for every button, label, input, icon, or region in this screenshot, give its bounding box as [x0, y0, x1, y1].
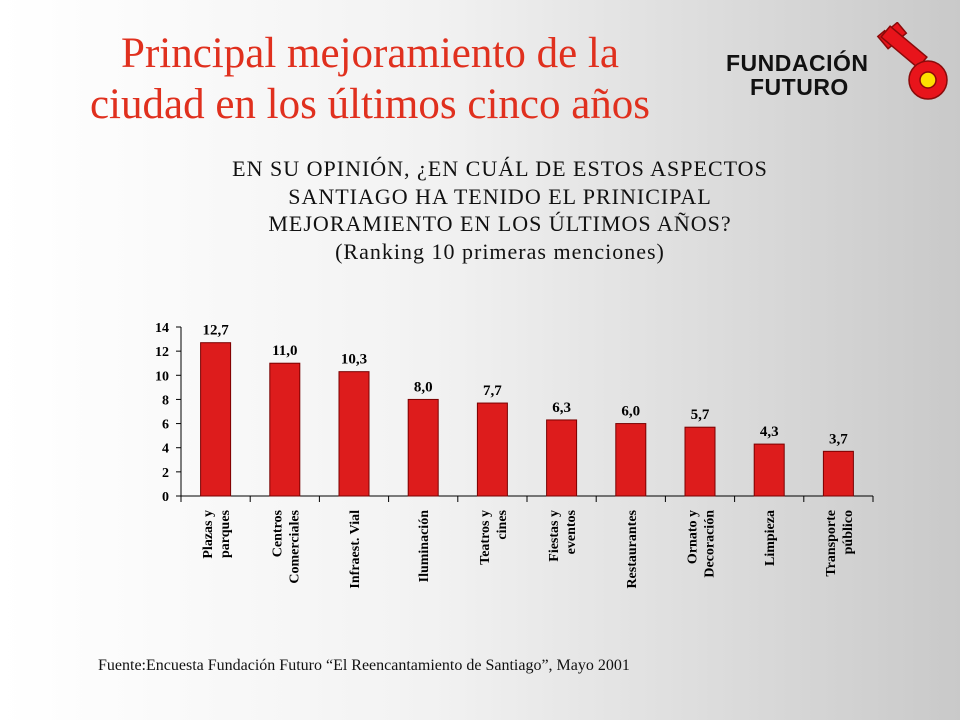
- data-label: 12,7: [202, 323, 229, 339]
- bar: [822, 450, 854, 497]
- bar: [753, 443, 785, 497]
- data-label: 5,7: [691, 407, 710, 423]
- data-label: 7,7: [483, 383, 502, 399]
- y-tick-label: 8: [162, 393, 169, 408]
- category-label: Comerciales: [287, 509, 302, 583]
- category-label: Fiestas y: [547, 510, 562, 562]
- y-tick-label: 14: [155, 321, 169, 336]
- data-label: 6,3: [552, 400, 571, 416]
- source-note: Fuente:Encuesta Fundación Futuro “El Ree…: [98, 657, 630, 674]
- bar: [615, 423, 647, 497]
- category-label: Iluminación: [417, 510, 432, 583]
- bar: [684, 426, 716, 497]
- key-icon: [876, 22, 948, 100]
- bar: [407, 398, 439, 497]
- bar: [200, 342, 232, 497]
- category-label: público: [841, 510, 856, 554]
- data-label: 10,3: [341, 352, 367, 368]
- slide-title-line: Principal mejoramiento de la: [121, 30, 619, 77]
- y-tick-label: 6: [162, 418, 169, 433]
- category-label: eventos: [564, 509, 579, 554]
- logo-word: FUNDACIÓN: [726, 50, 869, 76]
- question-line: SANTIAGO HA TENIDO EL PRINICIPAL: [288, 183, 712, 209]
- bar: [476, 402, 508, 497]
- y-tick-label: 4: [162, 442, 169, 457]
- fundacion-futuro-logo: FUNDACIÓN FUTURO: [726, 22, 950, 112]
- category-label: Limpieza: [763, 510, 778, 566]
- data-label: 3,7: [829, 431, 848, 447]
- category-label: Restaurantes: [625, 509, 640, 588]
- category-label: parques: [218, 509, 233, 558]
- bar: [546, 419, 578, 497]
- data-label: 8,0: [414, 379, 433, 395]
- y-tick-label: 0: [162, 490, 169, 505]
- slide-title-line: ciudad en los últimos cinco años: [89, 81, 651, 128]
- data-label: 4,3: [760, 424, 779, 440]
- y-tick-label: 2: [162, 466, 169, 481]
- y-tick-label: 12: [155, 345, 169, 360]
- survey-question: EN SU OPINIÓN, ¿EN CUÁL DE ESTOS ASPECTO…: [190, 155, 810, 265]
- question-line: (Ranking 10 primeras menciones): [335, 238, 665, 264]
- slide-title: Principal mejoramiento de la ciudad en l…: [0, 28, 740, 130]
- data-label: 11,0: [272, 343, 297, 359]
- category-label: Infraest. Vial: [348, 510, 363, 589]
- question-line: EN SU OPINIÓN, ¿EN CUÁL DE ESTOS ASPECTO…: [232, 156, 768, 181]
- bar: [338, 371, 370, 497]
- category-label: Transporte: [824, 510, 839, 577]
- category-label: Teatros y: [478, 510, 493, 565]
- data-label: 6,0: [621, 404, 640, 420]
- category-label: Decoración: [703, 510, 718, 578]
- question-line: MEJORAMIENTO EN LOS ÚLTIMOS AÑOS?: [268, 211, 732, 236]
- y-tick-label: 10: [155, 369, 169, 384]
- bar: [269, 362, 301, 497]
- category-label: Centros: [270, 509, 285, 557]
- category-label: Plazas y: [201, 510, 216, 559]
- category-label: cines: [495, 509, 510, 539]
- logo-word: FUTURO: [750, 74, 849, 100]
- category-label: Ornato y: [686, 510, 701, 564]
